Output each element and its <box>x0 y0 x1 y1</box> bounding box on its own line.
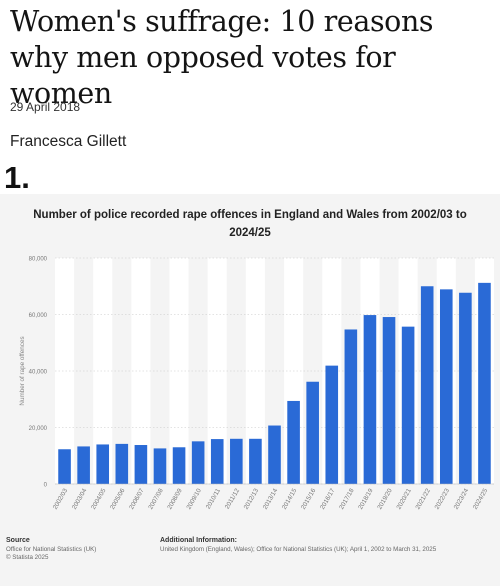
bar-2007-08 <box>153 448 167 484</box>
bar-2003-04 <box>77 446 90 484</box>
bar-2024-25 <box>478 282 491 484</box>
x-tick-label: 2020/21 <box>395 487 413 511</box>
bar-2021-22 <box>420 286 434 484</box>
article-date: 29 April 2018 <box>10 100 81 114</box>
bar-2004-05 <box>96 444 110 484</box>
bar-2008-09 <box>172 447 186 484</box>
bar-2015-16 <box>306 381 319 484</box>
y-tick-label: 80,000 <box>29 257 48 263</box>
chart-panel: Number of police recorded rape offences … <box>0 194 500 586</box>
additional-info-heading: Additional Information: <box>160 537 237 544</box>
bar-2018-19 <box>363 315 377 484</box>
x-tick-label: 2017/18 <box>338 487 356 511</box>
bar-2011-12 <box>230 438 243 484</box>
y-tick-label: 0 <box>44 483 48 489</box>
bar-2002-03 <box>58 449 71 484</box>
bar-2020-21 <box>401 326 415 484</box>
bar-2023-24 <box>459 292 472 484</box>
x-tick-label: 2005/06 <box>109 487 127 511</box>
bar-2013-14 <box>268 425 281 484</box>
bar-2014-15 <box>287 400 300 484</box>
y-tick-label: 40,000 <box>29 370 48 376</box>
source-name[interactable]: Office for National Statistics (UK) <box>6 546 97 553</box>
bar-2012-13 <box>249 438 262 484</box>
x-tick-label: 2009/10 <box>185 487 203 511</box>
bar-2006-07 <box>134 445 148 484</box>
bar-2017-18 <box>344 329 358 484</box>
copyright-notice: © Statista 2025 <box>6 554 49 561</box>
x-tick-label: 2022/23 <box>434 487 452 511</box>
article-author[interactable]: Francesca Gillett <box>10 133 127 150</box>
x-tick-label: 2016/17 <box>319 487 337 511</box>
x-tick-label: 2013/14 <box>262 487 280 511</box>
source-heading: Source <box>6 537 30 544</box>
x-tick-label: 2010/11 <box>205 487 222 510</box>
x-tick-label: 2019/20 <box>376 487 394 511</box>
bar-2005-06 <box>115 443 129 484</box>
x-tick-label: 2006/07 <box>128 487 146 511</box>
bar-2009-10 <box>191 441 205 484</box>
x-tick-label: 2004/05 <box>90 487 108 511</box>
bar-2010-11 <box>210 439 224 484</box>
x-tick-label: 2007/08 <box>147 487 165 511</box>
bar-chart: 0 20,000 40,000 60,000 80,000 Number of rape … <box>19 257 494 511</box>
x-tick-label: 2008/09 <box>166 487 184 511</box>
x-tick-label: 2011/12 <box>224 487 241 510</box>
y-tick-label: 60,000 <box>29 313 48 319</box>
list-item-number: 1. <box>4 160 30 195</box>
x-tick-label: 2023/24 <box>453 487 471 511</box>
chart-title: Number of police recorded rape offences … <box>33 209 467 239</box>
y-tick-label: 20,000 <box>29 426 48 432</box>
bar-2019-20 <box>382 317 396 484</box>
x-tick-label: 2018/19 <box>357 487 375 511</box>
x-tick-label: 2003/04 <box>71 487 89 511</box>
x-tick-label: 2015/16 <box>300 487 318 511</box>
article-headline: Women's suffrage: 10 reasons why men opp… <box>10 5 434 110</box>
x-tick-label: 2012/13 <box>243 487 261 511</box>
y-axis-title: Number of rape offences <box>19 336 26 405</box>
x-tick-label: 2002/03 <box>52 487 70 511</box>
x-tick-label: 2024/25 <box>472 487 490 511</box>
additional-info-text: United Kingdom (England, Wales); Office … <box>160 546 437 553</box>
x-tick-label: 2014/15 <box>281 487 299 511</box>
bar-2016-17 <box>325 365 339 484</box>
x-tick-label: 2021/22 <box>414 487 432 511</box>
bar-2022-23 <box>439 289 453 484</box>
